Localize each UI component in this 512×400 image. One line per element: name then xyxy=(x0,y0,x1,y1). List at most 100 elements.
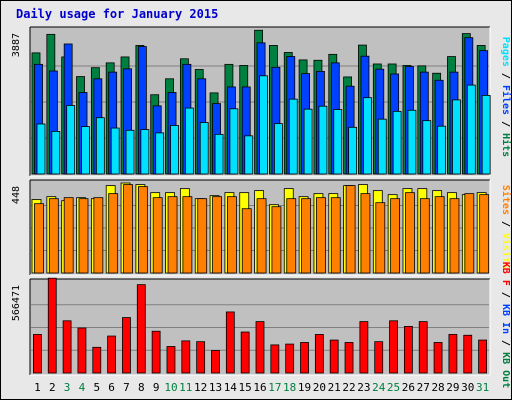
bar-sites-day-9 xyxy=(152,197,163,274)
bar-sites-day-4 xyxy=(78,198,89,274)
x-tick-label-day-7: 7 xyxy=(123,381,130,394)
legend-entry: / xyxy=(500,215,511,233)
bar-kbytes-day-14 xyxy=(225,311,235,374)
bar-kbytes-day-12 xyxy=(196,341,206,374)
bar-sites-day-30 xyxy=(464,193,475,274)
bar-kbytes-day-20 xyxy=(314,334,324,374)
bar-pages-day-15 xyxy=(244,135,254,175)
bar-sites-day-23 xyxy=(360,193,371,274)
x-tick-label-day-26: 26 xyxy=(402,381,415,394)
x-tick-label-day-23: 23 xyxy=(357,381,370,394)
bar-pages-day-9 xyxy=(155,132,165,175)
legend-entry: Visits xyxy=(500,233,512,269)
x-tick-label-day-8: 8 xyxy=(138,381,145,394)
bar-kbytes-day-22 xyxy=(344,342,354,374)
legend-entry: Sites xyxy=(500,185,512,215)
bar-pages-day-7 xyxy=(125,129,135,175)
bar-pages-day-14 xyxy=(229,108,239,175)
bar-pages-day-23 xyxy=(363,97,372,175)
bar-sites-day-14 xyxy=(227,196,237,274)
bar-sites-day-7 xyxy=(123,184,133,274)
bar-kbytes-day-11 xyxy=(181,340,191,374)
bar-kbytes-day-30 xyxy=(463,334,473,374)
bar-kbytes-day-17 xyxy=(270,344,280,374)
legend-entry: / xyxy=(500,334,511,352)
bar-kbytes-day-15 xyxy=(240,331,250,374)
bar-sites-day-8 xyxy=(137,186,148,274)
bar-kbytes-day-9 xyxy=(151,330,161,374)
x-tick-label-day-30: 30 xyxy=(461,381,474,394)
y-max-label: 566471 xyxy=(11,285,22,321)
bar-pages-day-25 xyxy=(392,110,402,175)
bar-sites-day-6 xyxy=(108,193,119,274)
panel-visits-sites: 448 xyxy=(11,179,491,276)
x-tick-label-day-13: 13 xyxy=(209,381,222,394)
legend-entry: KB Out xyxy=(500,352,511,388)
bar-sites-day-28 xyxy=(434,196,445,274)
legend-entry: Files xyxy=(500,85,512,115)
bar-sites-day-17 xyxy=(271,206,282,274)
bar-kbytes-day-21 xyxy=(329,339,339,374)
bar-pages-day-12 xyxy=(199,122,209,175)
bar-kbytes-day-5 xyxy=(92,346,102,374)
bar-sites-day-22 xyxy=(345,185,356,274)
bar-sites-day-3 xyxy=(63,197,74,274)
legend-visits-sites: Sites / Visits xyxy=(500,185,512,269)
x-tick-label-day-12: 12 xyxy=(194,381,207,394)
bar-sites-day-27 xyxy=(419,198,430,274)
legend-kbytes: KB F / KB In / KB Out xyxy=(500,262,511,388)
x-tick-label-day-16: 16 xyxy=(253,381,266,394)
bar-pages-day-13 xyxy=(214,133,224,175)
bar-sites-day-1 xyxy=(34,203,44,274)
bar-sites-day-2 xyxy=(48,198,59,274)
bar-pages-day-10 xyxy=(170,125,179,175)
x-tick-label-day-31: 31 xyxy=(476,381,489,394)
panel-hits-files-pages: 3887 xyxy=(11,26,491,177)
bar-kbytes-day-26 xyxy=(403,326,413,374)
bar-pages-day-1 xyxy=(36,123,46,175)
bar-kbytes-day-28 xyxy=(433,342,443,374)
bar-pages-day-28 xyxy=(437,125,447,175)
bar-pages-day-16 xyxy=(259,75,268,175)
legend-hits-files-pages: Pages / Files / Hits xyxy=(500,37,512,157)
bar-kbytes-day-7 xyxy=(122,317,131,374)
bar-pages-day-26 xyxy=(407,109,417,175)
bar-kbytes-day-4 xyxy=(77,327,87,374)
legend-entry: / xyxy=(500,67,511,85)
bar-pages-day-29 xyxy=(452,99,461,175)
bar-kbytes-day-25 xyxy=(389,320,398,374)
x-tick-label-day-21: 21 xyxy=(328,381,341,394)
bar-sites-day-31 xyxy=(479,194,490,274)
y-max-label: 3887 xyxy=(11,33,22,57)
x-tick-label-day-22: 22 xyxy=(342,381,355,394)
bar-pages-day-20 xyxy=(318,105,328,175)
x-tick-label-day-4: 4 xyxy=(79,381,86,394)
bar-pages-day-8 xyxy=(140,129,150,175)
bar-sites-day-20 xyxy=(316,197,326,274)
bar-pages-day-11 xyxy=(184,107,194,175)
bar-pages-day-24 xyxy=(377,118,387,175)
legend-entry: Hits xyxy=(500,133,512,157)
x-tick-label-day-25: 25 xyxy=(387,381,400,394)
bar-kbytes-day-16 xyxy=(255,321,265,374)
x-tick-label-day-14: 14 xyxy=(224,381,238,394)
x-tick-label-day-29: 29 xyxy=(446,381,459,394)
chart-title: Daily usage for January 2015 xyxy=(16,7,219,21)
bar-kbytes-day-19 xyxy=(300,342,309,374)
legend-entry: Pages xyxy=(500,37,511,67)
x-tick-label-day-17: 17 xyxy=(268,381,281,394)
bar-pages-day-19 xyxy=(303,108,313,175)
bar-kbytes-day-2 xyxy=(47,277,57,374)
panel-kbytes: 566471 xyxy=(11,277,491,376)
bar-kbytes-day-1 xyxy=(33,334,42,374)
bar-sites-day-13 xyxy=(212,196,222,274)
bar-sites-day-21 xyxy=(330,197,341,274)
legend-entry: KB F xyxy=(500,262,511,286)
bar-pages-day-30 xyxy=(466,84,476,175)
x-tick-label-day-27: 27 xyxy=(417,381,430,394)
bar-pages-day-18 xyxy=(288,98,298,175)
legend-entry: / xyxy=(500,115,511,133)
bar-sites-day-16 xyxy=(256,198,267,274)
bar-kbytes-day-23 xyxy=(359,321,369,374)
